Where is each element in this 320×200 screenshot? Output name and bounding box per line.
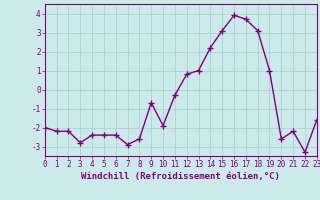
- X-axis label: Windchill (Refroidissement éolien,°C): Windchill (Refroidissement éolien,°C): [81, 172, 280, 181]
